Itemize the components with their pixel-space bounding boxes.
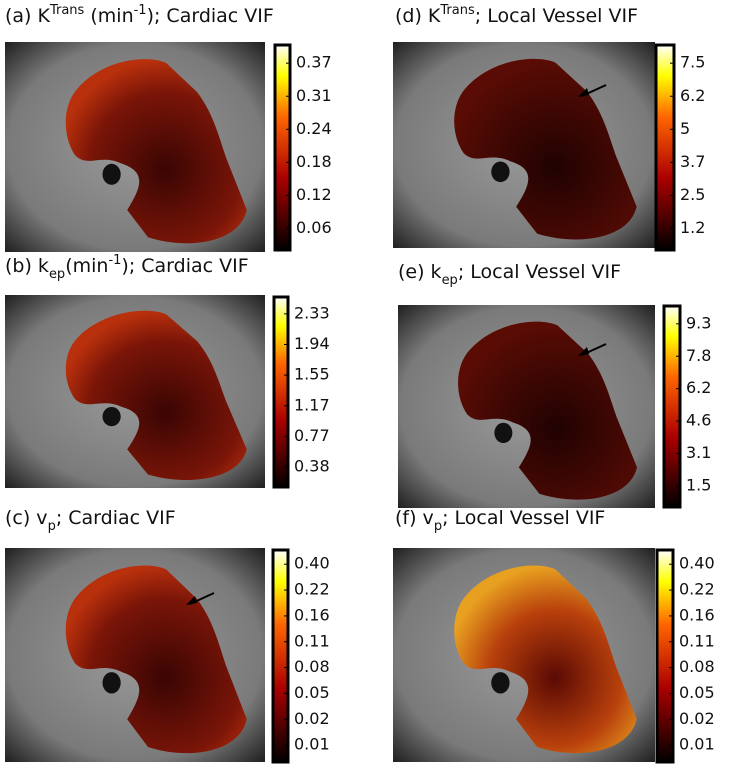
panel-title: (f) vp; Local Vessel VIF: [395, 507, 605, 534]
colorbar-tick-label: 2.5: [680, 185, 705, 204]
parameter-map: [65, 310, 247, 481]
colorbar-tick-label: 3.7: [680, 152, 705, 171]
vessel: [491, 161, 510, 183]
colorbar-tick-label: 0.40: [294, 554, 330, 573]
colorbar-tick-label: 4.6: [686, 411, 711, 430]
colorbar: [655, 548, 675, 764]
parameter-map: [65, 59, 247, 244]
colorbar: [662, 304, 682, 509]
colorbar-tick-label: 1.94: [294, 334, 330, 353]
arrow-head: [186, 596, 197, 605]
colorbar-tick-label: 1.17: [294, 395, 330, 414]
panel-title: (c) vp; Cardiac VIF: [5, 507, 176, 534]
vessel: [102, 672, 121, 694]
arrow-head: [578, 347, 589, 356]
panel: 0.40 0.22 0.16 0.11 0.08 0.05 0.02 0.01: [5, 548, 330, 764]
colorbar-tick-label: 0.77: [294, 426, 330, 445]
colorbar-tick-label: 6.2: [680, 86, 705, 105]
colorbar-tick-label: 0.40: [679, 554, 715, 573]
colorbar-tick-label: 0.18: [296, 152, 332, 171]
colorbar-tick-label: 3.1: [686, 443, 711, 462]
colorbar-tick-label: 0.11: [679, 631, 715, 650]
colorbar-tick-label: 5: [680, 119, 690, 138]
parameter-map: [454, 565, 637, 754]
colorbar-tick-label: 2.33: [294, 303, 330, 322]
colorbar: [654, 43, 676, 252]
panel-title: (b) kep(min-1); Cardiac VIF: [5, 253, 249, 282]
colorbar-tick-label: 0.02: [294, 709, 330, 728]
colorbar: [272, 295, 290, 489]
parameter-map: [454, 58, 637, 240]
parameter-map: [458, 321, 638, 500]
panel-title: (e) kep; Local Vessel VIF: [398, 261, 621, 288]
vessel: [491, 672, 510, 694]
colorbar-tick-label: 0.38: [294, 457, 330, 476]
colorbar-tick-label: 0.06: [296, 218, 332, 237]
colorbar-tick-label: 0.01: [679, 735, 715, 754]
colorbar-tick-label: 7.5: [680, 53, 705, 72]
colorbar-tick-label: 0.01: [294, 735, 330, 754]
colorbar-tick-label: 6.2: [686, 378, 711, 397]
panel: 7.5 6.2 5 3.7 2.5 1.2: [393, 42, 705, 252]
arrow-head: [578, 88, 589, 97]
colorbar-tick-label: 1.2: [680, 218, 705, 237]
panel: 0.37 0.31 0.24 0.18 0.12 0.06: [5, 42, 332, 252]
panel-title: (d) KTrans; Local Vessel VIF: [395, 3, 638, 27]
colorbar-tick-label: 0.05: [679, 683, 715, 702]
colorbar-tick-label: 0.02: [679, 709, 715, 728]
colorbar-tick-label: 0.16: [679, 605, 715, 624]
colorbar-tick-label: 0.24: [296, 119, 332, 138]
vessel: [102, 406, 121, 427]
colorbar-tick-label: 7.8: [686, 346, 711, 365]
vessel: [102, 163, 121, 185]
colorbar-tick-label: 0.12: [296, 185, 332, 204]
colorbar-tick-label: 0.08: [679, 657, 715, 676]
colorbar-tick-label: 0.11: [294, 631, 330, 650]
colorbar-tick-label: 1.55: [294, 365, 330, 384]
vessel: [494, 422, 513, 444]
colorbar-tick-label: 0.16: [294, 605, 330, 624]
colorbar-tick-label: 0.22: [679, 580, 715, 599]
panel: 0.40 0.22 0.16 0.11 0.08 0.05 0.02 0.01: [393, 548, 715, 764]
colorbar: [271, 548, 290, 764]
colorbar-tick-label: 0.31: [296, 86, 332, 105]
colorbar-tick-label: 0.05: [294, 683, 330, 702]
colorbar-tick-label: 0.08: [294, 657, 330, 676]
colorbar-tick-label: 0.37: [296, 53, 332, 72]
colorbar-tick-label: 0.22: [294, 580, 330, 599]
colorbar: [273, 43, 292, 252]
panel: 2.33 1.94 1.55 1.17 0.77 0.38: [5, 295, 330, 489]
panel-title: (a) KTrans (min-1); Cardiac VIF: [5, 3, 274, 27]
panel: 9.3 7.8 6.2 4.6 3.1 1.5: [398, 304, 711, 509]
colorbar-tick-label: 9.3: [686, 313, 711, 332]
parameter-map: [65, 565, 247, 754]
colorbar-tick-label: 1.5: [686, 475, 711, 494]
